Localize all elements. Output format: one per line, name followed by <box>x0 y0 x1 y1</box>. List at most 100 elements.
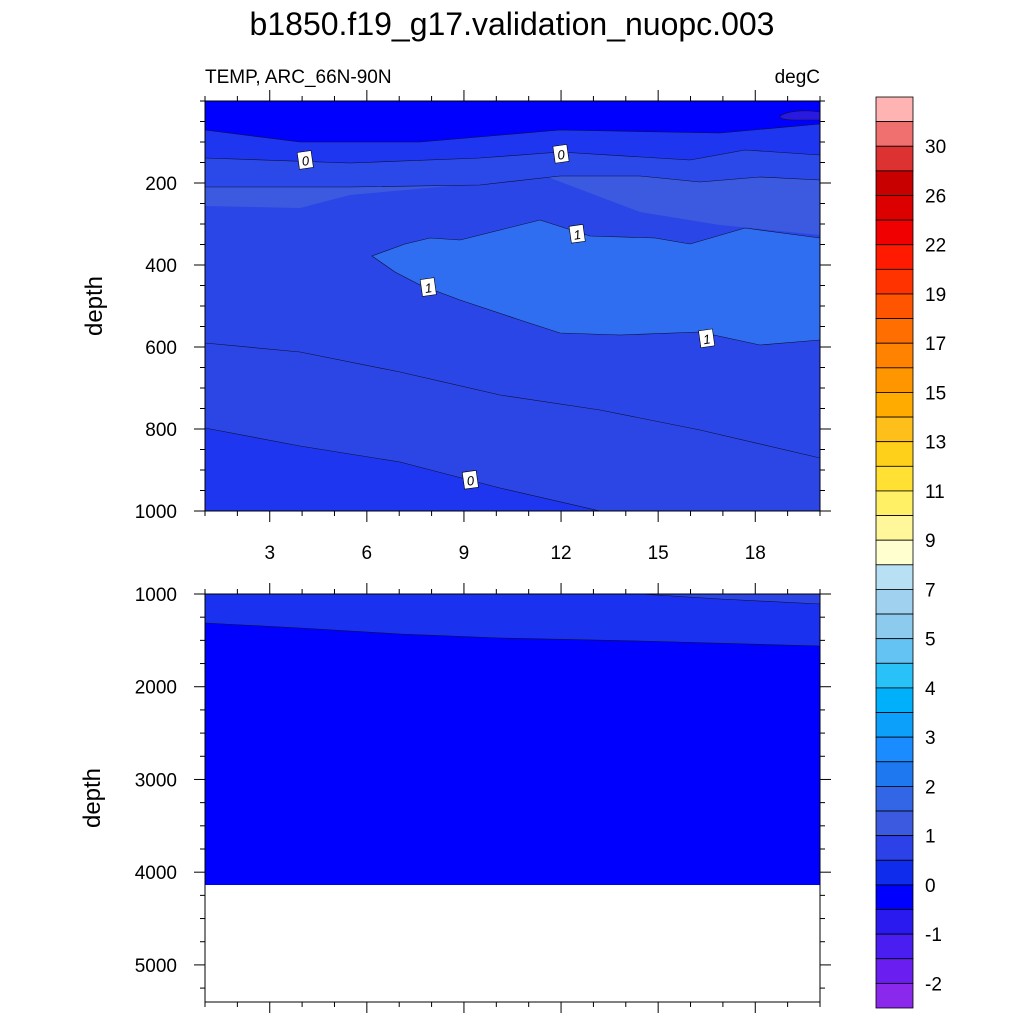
y-tick-label: 1000 <box>135 502 177 523</box>
contour-label-text: 0 <box>556 147 566 163</box>
colorbar-swatch <box>875 318 914 344</box>
x-tick-label: 3 <box>264 543 275 564</box>
colorbar-label: 13 <box>925 433 946 454</box>
colorbar: 30 26 22 19 17 15 13 11 9 7 5 4 3 2 1 0 -1 -2 <box>875 96 946 1009</box>
colorbar-label: 22 <box>925 236 946 257</box>
colorbar-label: 19 <box>925 285 946 306</box>
upper-contour-labels: 0 0 1 1 1 0 <box>296 144 716 490</box>
colorbar-swatch <box>875 909 914 935</box>
contour-label: 0 <box>552 144 570 164</box>
colorbar-swatch <box>875 712 914 738</box>
contour-label-text: 0 <box>466 473 476 489</box>
contour-label: 1 <box>568 224 586 244</box>
colorbar-label: 17 <box>925 334 946 355</box>
colorbar-swatch <box>875 490 914 516</box>
y-tick-label: 200 <box>145 174 177 195</box>
colorbar-swatch <box>875 367 914 393</box>
colorbar-swatch <box>875 859 914 886</box>
lower-contour-fill <box>205 594 820 1002</box>
colorbar-label: 26 <box>925 186 946 207</box>
colorbar-swatch <box>875 441 914 467</box>
colorbar-swatch <box>875 293 914 319</box>
colorbar-swatch <box>875 244 914 270</box>
colorbar-label: 0 <box>925 876 936 897</box>
colorbar-swatch <box>875 613 914 640</box>
colorbar-swatch <box>875 662 914 689</box>
upper-y-axis-label: depth <box>81 276 108 336</box>
colorbar-label: 3 <box>925 728 936 749</box>
colorbar-swatch <box>875 736 914 763</box>
contour-label-box <box>296 150 314 170</box>
lower-plot-frame <box>204 593 821 1003</box>
contour-label-text: 1 <box>573 227 582 243</box>
contour-label: 0 <box>461 470 479 490</box>
colorbar-swatch <box>875 416 914 443</box>
y-tick-label: 400 <box>145 256 177 277</box>
x-tick-label: 9 <box>459 543 470 564</box>
colorbar-swatch <box>875 96 914 123</box>
colorbar-label: 2 <box>925 777 936 798</box>
colorbar-label: 5 <box>925 630 936 651</box>
contour-label-box <box>552 144 570 164</box>
colorbar-swatch <box>875 170 914 196</box>
contour-label: 0 <box>296 150 314 170</box>
colorbar-swatch <box>875 589 914 615</box>
colorbar-swatch <box>875 638 914 664</box>
colorbar-swatch <box>875 835 914 861</box>
colorbar-swatch <box>875 392 914 418</box>
y-tick-label: 5000 <box>135 956 177 977</box>
contour-label-text: 0 <box>301 153 311 169</box>
lower-panel: 1000 2000 3000 4000 5000 depth <box>79 583 831 1013</box>
colorbar-swatch <box>875 958 914 984</box>
colorbar-swatch <box>875 268 914 295</box>
colorbar-swatch <box>875 145 914 172</box>
colorbar-swatch <box>875 564 914 590</box>
y-tick-label: 600 <box>145 338 177 359</box>
lower-axis-ticks: 1000 2000 3000 4000 5000 <box>135 583 831 1013</box>
colorbar-label: 4 <box>925 679 936 700</box>
colorbar-swatch <box>875 515 914 541</box>
colorbar-label: -1 <box>925 925 942 946</box>
colorbar-swatch <box>875 195 914 221</box>
x-tick-label: 15 <box>648 543 669 564</box>
units-label: degC <box>775 67 820 88</box>
colorbar-swatch <box>875 687 914 713</box>
contour-label: 1 <box>419 277 437 297</box>
contour-label-text: 1 <box>702 331 711 347</box>
colorbar-swatch <box>875 465 914 492</box>
colorbar-swatch <box>875 121 914 147</box>
colorbar-label: -2 <box>925 974 942 995</box>
colorbar-label: 9 <box>925 531 936 552</box>
colorbar-swatch <box>875 786 914 812</box>
contour-label: 1 <box>698 328 716 349</box>
y-tick-label: 4000 <box>135 863 177 884</box>
x-tick-label: 18 <box>745 543 766 564</box>
y-tick-label: 800 <box>145 420 177 441</box>
y-tick-label: 2000 <box>135 678 177 699</box>
colorbar-label: 15 <box>925 383 946 404</box>
y-tick-label: 1000 <box>135 585 177 606</box>
lower-y-axis-label: depth <box>79 768 106 828</box>
upper-panel: TEMP, ARC_66N-90N degC 3 6 9 12 15 18 200 400 60… <box>81 67 831 564</box>
contour-label-text: 1 <box>424 280 433 296</box>
colorbar-swatch <box>875 884 914 910</box>
colorbar-swatch <box>875 761 914 787</box>
x-tick-label: 6 <box>362 543 373 564</box>
colorbar-swatch <box>875 539 914 566</box>
colorbar-label: 30 <box>925 137 946 158</box>
colorbar-swatch <box>875 810 914 837</box>
variable-label: TEMP, ARC_66N-90N <box>205 67 392 88</box>
contour-label-box <box>461 470 479 490</box>
colorbar-label: 1 <box>925 827 936 848</box>
colorbar-swatch <box>875 933 914 960</box>
contour-label-box <box>419 277 437 297</box>
y-tick-label: 3000 <box>135 770 177 791</box>
colorbar-label: 7 <box>925 580 936 601</box>
contour-label-box <box>698 328 716 349</box>
colorbar-swatch <box>875 219 914 246</box>
upper-contour-fill <box>205 101 820 511</box>
contour-label-box <box>568 224 586 244</box>
x-tick-label: 12 <box>550 543 571 564</box>
